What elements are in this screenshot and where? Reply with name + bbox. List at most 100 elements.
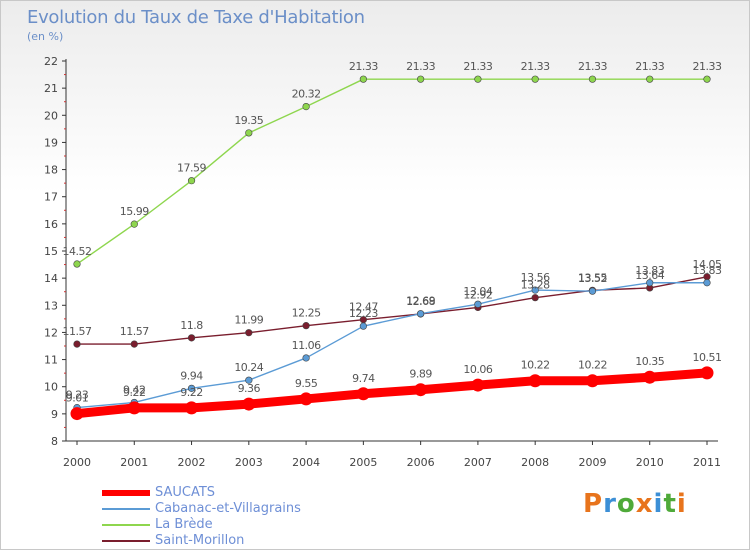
data-label-2: 21.33: [349, 60, 378, 73]
data-label-0: 9.74: [352, 372, 375, 385]
data-label-1: 11.06: [292, 339, 321, 352]
data-label-1: 9.42: [123, 383, 146, 396]
data-label-2: 14.52: [63, 245, 92, 258]
data-point-0: [528, 374, 542, 388]
data-label-3: 13.28: [521, 279, 550, 292]
y-tick-label: 18: [44, 164, 58, 177]
chart-subtitle: (en %): [27, 30, 64, 43]
data-point-1: [646, 279, 654, 287]
data-label-0: 9.01: [66, 392, 89, 405]
data-point-2: [474, 75, 482, 83]
data-label-0: 10.06: [463, 363, 492, 376]
data-point-2: [302, 102, 310, 111]
y-tick-label: 10: [44, 381, 58, 394]
data-label-3: 11.57: [63, 325, 92, 338]
data-label-0: 9.55: [295, 377, 318, 390]
x-tick-label: 2002: [178, 456, 206, 469]
x-tick-label: 2010: [636, 456, 664, 469]
data-label-3: 13.64: [635, 269, 664, 282]
data-label-2: 21.33: [406, 60, 435, 73]
data-point-1: [474, 300, 482, 308]
logo-letter: t: [663, 489, 677, 519]
series-line-3: [76, 276, 708, 345]
data-label-3: 11.57: [120, 325, 149, 338]
data-point-1: [187, 384, 196, 392]
y-tick-label: 9: [51, 408, 58, 421]
data-point-0: [643, 370, 657, 384]
data-label-3: 13.55: [578, 271, 607, 284]
data-label-2: 21.33: [635, 60, 664, 73]
data-point-1: [531, 286, 539, 294]
data-label-2: 21.33: [693, 60, 722, 73]
data-label-2: 21.33: [578, 60, 607, 73]
data-point-2: [245, 129, 253, 137]
y-tick-label: 20: [44, 109, 58, 122]
data-point-0: [414, 383, 428, 397]
data-point-2: [359, 75, 367, 83]
y-tick-label: 16: [44, 218, 58, 231]
x-tick-label: 2008: [521, 456, 549, 469]
data-point-0: [242, 397, 256, 411]
series-line-0: [72, 368, 712, 419]
y-tick-label: 13: [44, 299, 58, 312]
data-point-2: [73, 260, 81, 268]
logo-letter: i: [676, 489, 687, 519]
data-label-1: 13.04: [463, 285, 492, 298]
data-point-1: [703, 279, 711, 287]
logo-letter: x: [635, 489, 654, 519]
data-label-0: 9.89: [409, 368, 432, 381]
data-label-2: 19.35: [234, 114, 263, 127]
logo-letter: o: [616, 489, 636, 519]
data-label-0: 9.22: [180, 386, 203, 399]
legend-swatch-saintmorillon: [102, 540, 150, 542]
data-label-2: 21.33: [463, 60, 492, 73]
data-label-1: 13.83: [635, 264, 664, 277]
data-point-1: [245, 376, 253, 384]
data-point-2: [130, 220, 138, 228]
logo-letter: i: [653, 489, 664, 519]
y-tick-label: 8: [51, 435, 58, 448]
data-label-3: 11.99: [234, 314, 263, 327]
x-tick-label: 2003: [235, 456, 263, 469]
chart-title: Evolution du Taux de Taxe d'Habitation: [27, 7, 365, 28]
data-point-2: [187, 177, 196, 185]
x-tick-label: 2006: [407, 456, 435, 469]
y-tick-label: 17: [44, 191, 58, 204]
data-label-0: 10.22: [521, 359, 550, 372]
legend-swatch-labrede: [102, 524, 150, 526]
legend-label-labrede: La Brède: [155, 517, 213, 532]
x-tick-label: 2011: [693, 456, 721, 469]
legend-label-saintmorillon: Saint-Morillon: [155, 533, 245, 548]
x-tick-label: 2001: [120, 456, 148, 469]
data-point-1: [359, 322, 367, 330]
data-label-3: 12.68: [406, 295, 435, 308]
data-point-1: [588, 287, 597, 295]
data-label-0: 9.22: [123, 386, 146, 399]
data-label-3: 11.8: [180, 319, 203, 332]
data-label-1: 9.23: [66, 389, 89, 402]
data-label-0: 9.36: [238, 382, 261, 395]
legend-label-saucats: SAUCATS: [155, 485, 216, 500]
y-tick-label: 12: [44, 326, 58, 339]
data-label-3: 14.05: [693, 258, 722, 271]
data-point-0: [299, 392, 313, 406]
y-tick-label: 19: [44, 136, 58, 149]
data-label-1: 12.69: [406, 295, 435, 308]
proxiti-logo: Proxiti: [583, 489, 687, 519]
data-label-3: 12.92: [463, 288, 492, 301]
data-label-3: 12.25: [292, 307, 321, 320]
data-point-2: [646, 75, 654, 83]
series-line-1: [76, 282, 708, 409]
data-point-0: [471, 378, 485, 392]
data-point-2: [417, 75, 425, 83]
data-point-0: [70, 407, 84, 421]
data-point-0: [585, 374, 599, 388]
data-point-2: [588, 75, 597, 83]
legend-swatch-saucats: [102, 490, 150, 496]
data-point-3: [187, 334, 196, 342]
data-label-0: 10.35: [635, 355, 664, 368]
x-tick-label: 2004: [292, 456, 320, 469]
y-tick-label: 21: [44, 82, 58, 95]
data-point-0: [185, 401, 199, 415]
